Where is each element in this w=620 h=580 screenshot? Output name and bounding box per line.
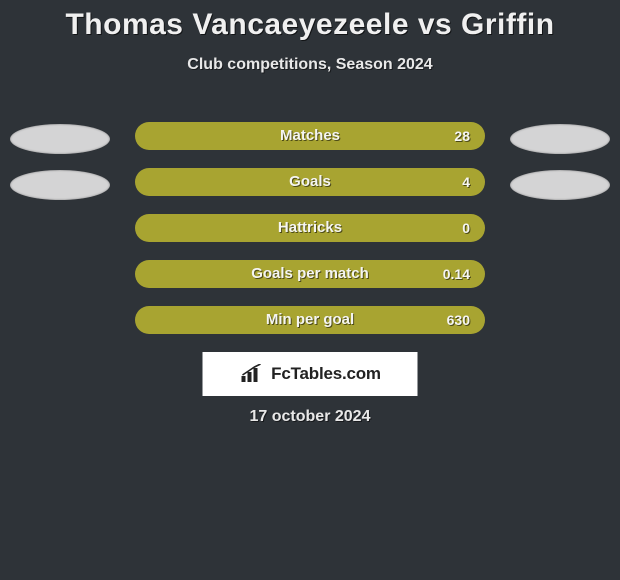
player-left-avatar [10,124,110,154]
stat-bar [135,122,485,150]
stat-row: Hattricks 0 [0,210,620,256]
page-subtitle: Club competitions, Season 2024 [0,56,620,74]
stat-rows: Matches 28 Goals 4 Hattricks 0 Goals per… [0,118,620,348]
stat-value: 630 [447,306,470,334]
snapshot-date: 17 october 2024 [0,408,620,426]
stat-value: 28 [454,122,470,150]
stat-value: 0 [462,214,470,242]
stat-row: Goals 4 [0,164,620,210]
stat-row: Goals per match 0.14 [0,256,620,302]
stat-value: 0.14 [443,260,470,288]
player-left-avatar [10,170,110,200]
source-logo-text: FcTables.com [271,364,381,384]
player-right-avatar [510,170,610,200]
stat-bar [135,306,485,334]
stat-bar [135,214,485,242]
bar-chart-icon [239,364,265,384]
source-logo[interactable]: FcTables.com [203,352,418,396]
stat-bar [135,168,485,196]
stat-row: Matches 28 [0,118,620,164]
stat-bar [135,260,485,288]
stat-value: 4 [462,168,470,196]
page-title: Thomas Vancaeyezeele vs Griffin [0,0,620,42]
stat-row: Min per goal 630 [0,302,620,348]
player-right-avatar [510,124,610,154]
